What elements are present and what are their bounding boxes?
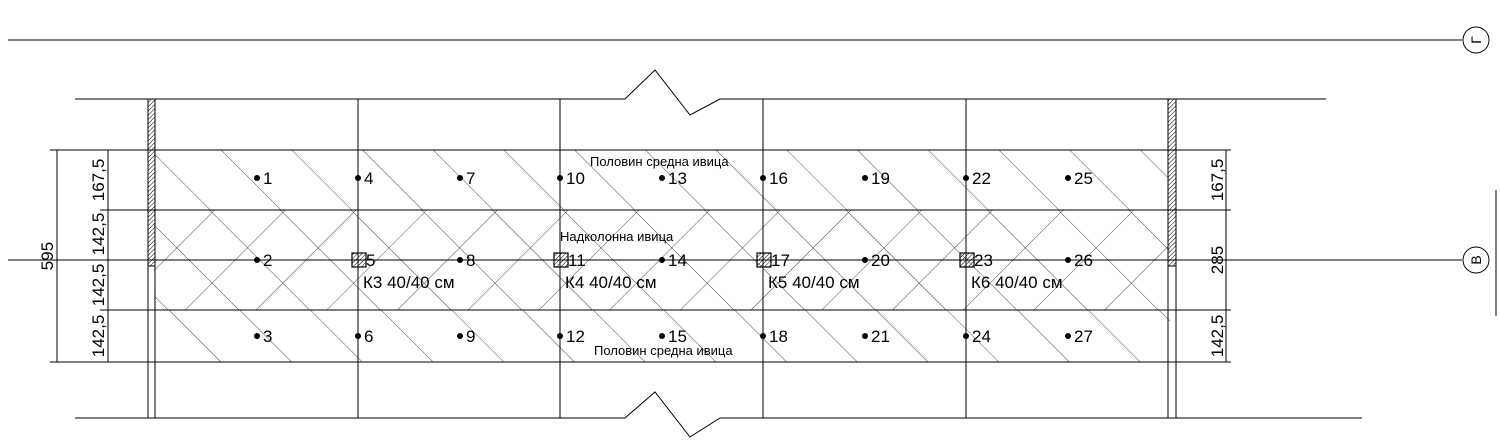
point-marker xyxy=(457,333,463,339)
axis-bubble-v xyxy=(1462,246,1490,274)
point-label: 5 xyxy=(366,251,375,270)
point-label: 20 xyxy=(871,251,890,270)
point-label: 26 xyxy=(1074,251,1093,270)
point-marker xyxy=(355,333,361,339)
column-k4 xyxy=(553,252,569,268)
point-marker xyxy=(659,175,665,181)
point-label: 21 xyxy=(871,327,890,346)
point-label: 1 xyxy=(263,169,272,188)
right-dim-top: 167,5 xyxy=(1208,159,1227,202)
left-dim-mid-bottom: 142,5 xyxy=(89,264,108,307)
point-label: 3 xyxy=(263,327,272,346)
point-label: 16 xyxy=(769,169,788,188)
point-marker xyxy=(760,333,766,339)
point-label: 27 xyxy=(1074,327,1093,346)
point-label: 7 xyxy=(466,169,475,188)
point-label: 8 xyxy=(466,251,475,270)
column-label-k3: К3 40/40 см xyxy=(363,273,455,292)
middle-strip-label: Надколонна ивица xyxy=(560,229,674,244)
point-label: 24 xyxy=(972,327,991,346)
point-marker xyxy=(1065,257,1071,263)
point-marker xyxy=(457,257,463,263)
column-label-k5: К5 40/40 см xyxy=(768,273,860,292)
left-dim-mid-top: 142,5 xyxy=(89,213,108,256)
point-label: 2 xyxy=(263,251,272,270)
point-marker xyxy=(862,175,868,181)
point-marker xyxy=(254,175,260,181)
axis-bubble-g xyxy=(1462,26,1490,54)
point-label: 9 xyxy=(466,327,475,346)
column-label-k6: К6 40/40 см xyxy=(971,273,1063,292)
bottom-strip-label: Половин средна ивица xyxy=(594,343,733,358)
point-label: 11 xyxy=(568,251,586,270)
point-marker xyxy=(659,257,665,263)
point-label: 6 xyxy=(364,327,373,346)
point-label: 13 xyxy=(668,169,687,188)
point-marker xyxy=(557,175,563,181)
axis-label-v: В xyxy=(1468,255,1484,264)
point-label: 18 xyxy=(769,327,788,346)
point-marker xyxy=(963,333,969,339)
left-dim-bottom: 142,5 xyxy=(89,315,108,358)
right-dim-bottom: 142,5 xyxy=(1208,315,1227,358)
point-marker xyxy=(457,175,463,181)
point-label: 15 xyxy=(668,327,687,346)
point-marker xyxy=(355,175,361,181)
point-marker xyxy=(557,333,563,339)
point-marker xyxy=(254,333,260,339)
point-marker xyxy=(760,175,766,181)
point-marker xyxy=(862,333,868,339)
axis-label-g: Г xyxy=(1468,36,1484,44)
point-label: 10 xyxy=(566,169,585,188)
top-edge-break-line xyxy=(75,69,1326,116)
column-k6 xyxy=(959,252,975,268)
top-strip-label: Половин средна ивица xyxy=(590,154,729,169)
right-dim-mid: 285 xyxy=(1208,246,1227,274)
left-dim-total: 595 xyxy=(38,242,57,270)
right-wall-hatch xyxy=(1167,98,1177,267)
point-marker xyxy=(659,333,665,339)
left-wall-hatch xyxy=(147,98,156,267)
left-dim-top: 167,5 xyxy=(89,159,108,202)
column-label-k4: К4 40/40 см xyxy=(565,273,657,292)
point-label: 23 xyxy=(974,251,993,270)
point-label: 19 xyxy=(871,169,890,188)
point-marker xyxy=(862,257,868,263)
point-label: 25 xyxy=(1074,169,1093,188)
column-k3 xyxy=(351,252,367,268)
point-marker xyxy=(1065,175,1071,181)
bottom-edge-break-line xyxy=(75,391,1362,438)
point-marker xyxy=(1065,333,1071,339)
point-label: 12 xyxy=(566,327,585,346)
column-k5 xyxy=(756,252,772,268)
point-label: 4 xyxy=(364,169,373,188)
point-marker xyxy=(963,175,969,181)
point-marker xyxy=(254,257,260,263)
point-label: 17 xyxy=(771,251,790,270)
point-label: 22 xyxy=(972,169,991,188)
point-label: 14 xyxy=(668,251,687,270)
